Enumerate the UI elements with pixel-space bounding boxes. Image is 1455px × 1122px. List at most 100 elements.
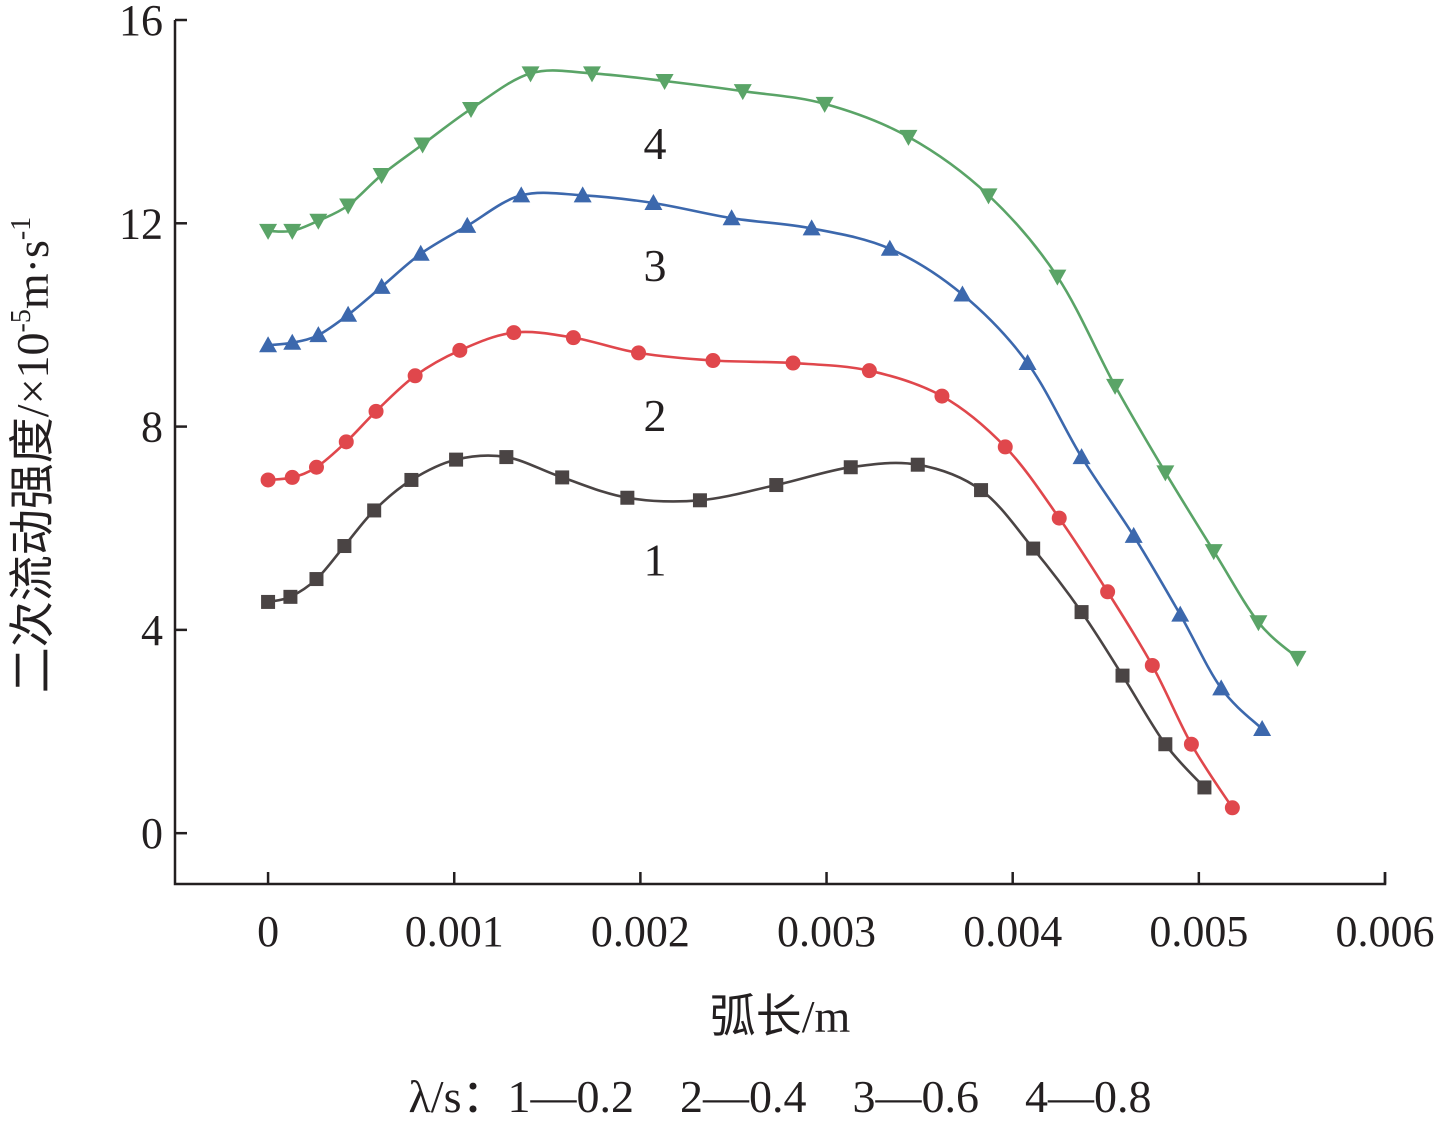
x-tick-label: 0.005 [1149, 907, 1248, 956]
series-4-point [1204, 544, 1223, 561]
y-tick-label: 16 [119, 0, 163, 45]
y-axis-title: 二次流动强度/×10-5m·s-1 [6, 217, 58, 693]
series-1-point [1158, 737, 1173, 752]
series-1-point [910, 457, 925, 472]
series-2-point [861, 363, 877, 379]
series-1-point [404, 472, 419, 487]
series-1-point [1115, 668, 1130, 683]
series-4-point [1249, 615, 1268, 632]
series-3-point [283, 333, 302, 350]
x-tick-label: 0.001 [405, 907, 504, 956]
x-tick-label: 0 [257, 907, 279, 956]
series-1-point [449, 452, 464, 467]
series-2-point [631, 345, 647, 361]
series-2-point [1224, 800, 1240, 816]
series-2-point [1100, 584, 1116, 600]
series-2-point [785, 355, 801, 371]
series-4-point [1106, 378, 1125, 395]
series-3-point [309, 326, 328, 343]
series-2-point [1144, 657, 1160, 673]
y-tick-label: 0 [141, 809, 163, 858]
series-1-line [267, 454, 1206, 789]
legend-caption: λ/s：1—0.2 2—0.4 3—0.6 4—0.8 [409, 1071, 1152, 1122]
series-2-point [1051, 510, 1067, 526]
series-1-point [1197, 780, 1212, 795]
series-2-point [308, 459, 324, 475]
series-3-point [512, 186, 531, 203]
series-1-point [261, 594, 276, 609]
series-4-point [521, 66, 540, 83]
series-4-point [733, 84, 752, 101]
series-2-point [565, 330, 581, 346]
series-2-point [338, 434, 354, 450]
series-4-point [815, 96, 834, 113]
series-3-point [802, 219, 821, 236]
series-4-point [461, 101, 480, 118]
x-tick-label: 0.006 [1336, 907, 1435, 956]
series-lines [267, 69, 1299, 809]
series-3-point [573, 186, 592, 203]
series-3-line [267, 191, 1264, 730]
x-tick-label: 0.003 [777, 907, 876, 956]
series-3-point [1212, 679, 1231, 696]
series-4-point [309, 213, 328, 230]
series-1-point [283, 589, 298, 604]
series-3-point [722, 209, 741, 226]
series-1-point [769, 478, 784, 493]
series-4-point [1048, 269, 1067, 286]
series-3-point [880, 239, 899, 256]
series-4-point [339, 198, 358, 215]
y-tick-label: 8 [141, 403, 163, 452]
series-4-point [979, 188, 998, 205]
series-1-point [367, 503, 382, 518]
series-2-label: 2 [644, 390, 667, 441]
series-1-point [692, 493, 707, 508]
series-1-label: 1 [644, 535, 667, 586]
y-axis-title-unit-exponent: -1 [6, 217, 37, 240]
series-4-point [582, 66, 601, 83]
series-3-point [1124, 526, 1143, 543]
series-1-point [309, 572, 324, 587]
y-tick-label: 12 [119, 199, 163, 248]
series-3-point [953, 285, 972, 302]
series-4-point [655, 73, 674, 90]
series-1-point [1074, 605, 1089, 620]
axis-frame [173, 20, 1387, 886]
series-3-point [339, 305, 358, 322]
series-1-point [974, 483, 989, 498]
series-4-point [1156, 465, 1175, 482]
series-1-point [1026, 541, 1041, 556]
series-2-point [934, 388, 950, 404]
series-1-point [843, 460, 858, 475]
series-labels: 1 2 3 4 [644, 118, 667, 586]
series-3-point [1072, 448, 1091, 465]
y-tick-label: 4 [141, 606, 163, 655]
series-3-point [411, 244, 430, 261]
series-2-point [407, 368, 423, 384]
series-2-line [267, 330, 1234, 809]
series-3-point [1018, 354, 1037, 371]
series-2-point [506, 325, 522, 341]
series-2-point [368, 403, 384, 419]
x-tick-label: 0.004 [963, 907, 1062, 956]
series-markers [259, 66, 1307, 816]
series-2-point [705, 353, 721, 369]
series-3-point [259, 336, 278, 353]
series-4-label: 4 [644, 118, 667, 169]
series-4-point [413, 137, 432, 154]
series-2-point [452, 342, 468, 358]
series-1-point [620, 490, 635, 505]
series-4-point [283, 223, 302, 240]
x-axis-title: 弧长/m [710, 991, 851, 1042]
series-1-point [337, 539, 352, 554]
y-axis-title-main: 二次流动强度/×10 [7, 332, 58, 693]
y-axis-title-unit: m·s [7, 240, 58, 309]
series-4-point [899, 129, 918, 146]
series-2-point [997, 439, 1013, 455]
series-3-point [458, 216, 477, 233]
series-1-point [499, 450, 514, 465]
series-3-label: 3 [644, 240, 667, 291]
x-tick-label: 0.002 [591, 907, 690, 956]
